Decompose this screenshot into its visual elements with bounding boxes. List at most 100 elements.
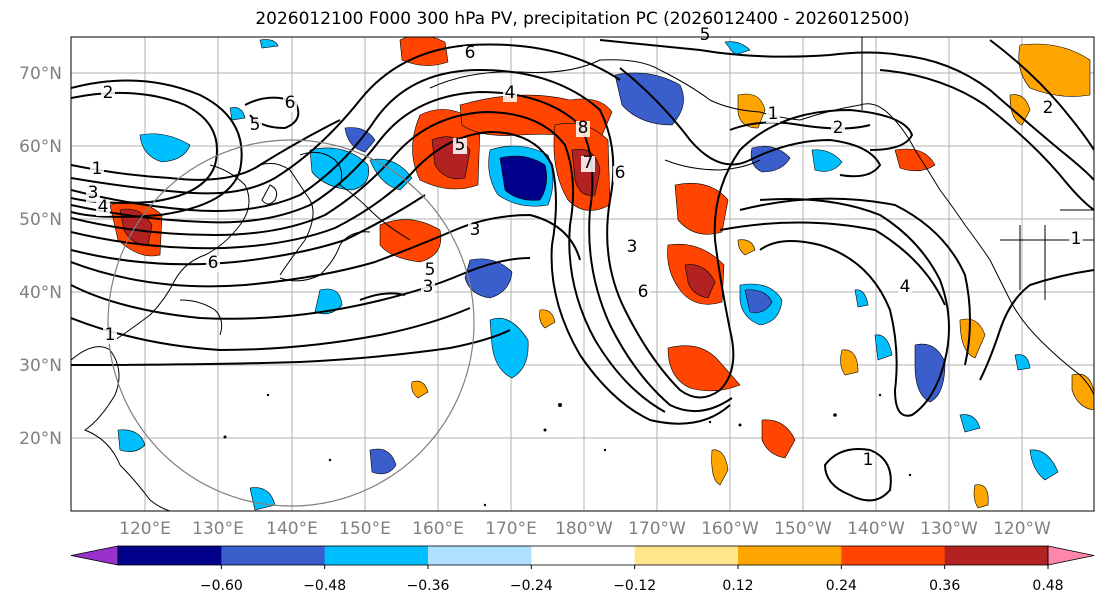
precip-positive-blob	[973, 484, 989, 509]
precip-positive-blob	[840, 349, 859, 376]
colorbar-segment	[738, 546, 842, 565]
latitude-tick-label: 20°N	[19, 429, 62, 449]
colorbar-extend-low	[70, 545, 119, 566]
contour-label: 1	[768, 104, 779, 124]
contour-label: 4	[98, 197, 109, 217]
precip-negative-blob	[811, 149, 843, 172]
colorbar-extend-high	[1047, 545, 1095, 566]
colorbar-tick-label: −0.60	[200, 578, 243, 594]
longitude-tick-label: 130°W	[920, 519, 978, 539]
colorbar-segment	[428, 546, 532, 565]
contour-label: 2	[1043, 98, 1054, 118]
colorbar-tick-label: 0.48	[1032, 578, 1063, 594]
precip-negative-blob	[1029, 449, 1059, 481]
colorbar-segment	[324, 546, 429, 565]
longitude-tick-label: 120°E	[119, 519, 171, 539]
longitude-tick-label: 170°E	[485, 519, 537, 539]
contour-label: 5	[250, 115, 261, 135]
precip-positive-blob	[761, 419, 796, 459]
precip-positive-blob	[684, 264, 716, 299]
colorbar-tick-label: −0.36	[407, 578, 450, 594]
longitude-tick-label: 150°W	[774, 519, 832, 539]
precip-positive-blob	[711, 449, 729, 486]
longitude-tick-label: 130°E	[192, 519, 244, 539]
precip-negative-blob	[229, 107, 246, 121]
colorbar-segment	[531, 546, 636, 565]
precip-negative-blob	[309, 147, 369, 191]
latitude-tick-label: 70°N	[19, 64, 62, 84]
precip-positive-blob	[539, 309, 556, 329]
contour-label: 8	[578, 118, 589, 138]
precip-negative-blob	[744, 289, 773, 313]
latitude-tick-label: 40°N	[19, 283, 62, 303]
precip-negative-blob	[750, 146, 791, 173]
island-chain	[223, 393, 912, 507]
precip-negative-blob	[854, 289, 869, 308]
colorbar-segment	[118, 546, 222, 565]
colorbar-tick-label: −0.12	[613, 578, 656, 594]
colorbar: −0.60 −0.48 −0.36 −0.24 −0.12 0.12 0.24 0.36 0.4…	[70, 545, 1095, 594]
colorbar-tick-label: 0.24	[826, 578, 857, 594]
contour-label: 1	[92, 159, 103, 179]
contour-label: 6	[465, 43, 476, 63]
precip-positive-blob	[1071, 373, 1094, 411]
contour-label: 6	[285, 93, 296, 113]
colorbar-tick-label: 0.12	[722, 578, 753, 594]
contour-label: 4	[505, 83, 516, 103]
contour-label: 1	[105, 325, 116, 345]
contour-label: 4	[900, 277, 911, 297]
precip-negative-blob	[369, 448, 397, 475]
contour-label: 7	[583, 153, 594, 173]
longitude-tick-label: 160°E	[412, 519, 464, 539]
precip-negative-blob	[314, 288, 343, 315]
longitude-tick-label: 140°E	[266, 519, 318, 539]
colorbar-segment	[944, 546, 1049, 565]
contour-label: 1	[1071, 229, 1082, 249]
contour-label: 2	[103, 83, 114, 103]
contour-label: 1	[863, 450, 874, 470]
contour-label: 6	[208, 253, 219, 273]
contour-label: 5	[455, 135, 466, 155]
longitude-tick-label: 140°W	[847, 519, 905, 539]
precip-negative-blob	[874, 334, 893, 361]
precip-negative-blob	[499, 155, 547, 201]
precip-positive-blob	[737, 239, 756, 256]
precip-positive-blob	[1018, 43, 1091, 97]
contour-label: 5	[700, 25, 711, 45]
contour-label: 3	[627, 237, 638, 257]
contour-label: 6	[615, 163, 626, 183]
longitude-tick-label: 160°W	[701, 519, 759, 539]
contour-label: 6	[638, 282, 649, 302]
precip-negative-blob	[959, 414, 981, 433]
pv-contours	[71, 39, 1094, 502]
colorbar-tick-label: 0.36	[929, 578, 960, 594]
contour-label: 3	[470, 220, 481, 240]
precip-negative-blob	[914, 343, 946, 403]
longitude-tick-label: 120°W	[993, 519, 1051, 539]
contour-label: 2	[833, 118, 844, 138]
colorbar-segment	[841, 546, 946, 565]
precip-negative-blob	[139, 133, 191, 163]
colorbar-tick-label: −0.48	[303, 578, 346, 594]
map-title: 2026012100 F000 300 hPa PV, precipitatio…	[255, 9, 910, 29]
precip-negative-blob	[1014, 354, 1031, 371]
range-circle	[107, 139, 475, 507]
precip-negative-blob	[259, 39, 279, 49]
colorbar-segment	[221, 546, 326, 565]
latitude-tick-label: 50°N	[19, 210, 62, 230]
precip-negative-blob	[117, 429, 146, 452]
contour-label: 3	[423, 277, 434, 297]
latitude-axis: 70°N 60°N 50°N 40°N 30°N 20°N	[19, 64, 62, 449]
longitude-tick-label: 180°W	[555, 519, 613, 539]
contour-label: 5	[425, 260, 436, 280]
colorbar-segment	[634, 546, 739, 565]
longitude-axis: 120°E 130°E 140°E 150°E 160°E 170°E 180°W 170°W…	[119, 519, 1051, 539]
plot-frame	[70, 36, 1095, 512]
precip-positive-blob	[411, 380, 429, 399]
precip-negative-blob	[724, 41, 751, 56]
longitude-tick-label: 170°W	[628, 519, 686, 539]
colorbar-tick-label: −0.24	[510, 578, 553, 594]
contour-label: 3	[88, 183, 99, 203]
